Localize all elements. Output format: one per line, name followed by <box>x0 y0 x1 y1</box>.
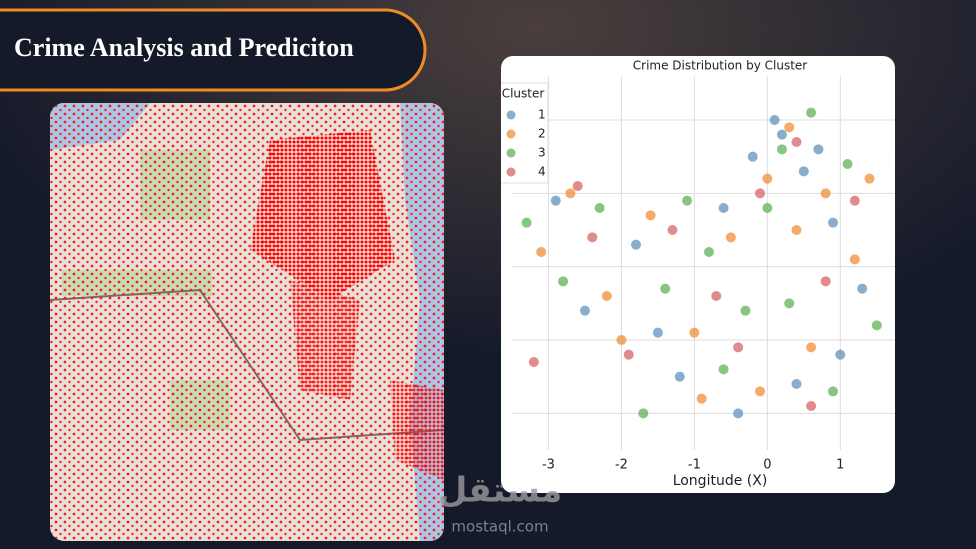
point <box>827 386 838 397</box>
x-tick-label: -1 <box>688 458 701 473</box>
point <box>849 195 860 206</box>
point <box>623 349 634 360</box>
point <box>776 129 787 140</box>
point <box>638 408 649 419</box>
legend-label: 2 <box>538 127 546 141</box>
slide-title: Crime Analysis and Prediciton <box>14 33 354 62</box>
point <box>791 225 802 235</box>
legend-title: Cluster <box>502 87 545 101</box>
point <box>813 144 824 155</box>
point <box>791 379 802 389</box>
point <box>820 188 831 199</box>
point <box>565 188 576 199</box>
chart-panel <box>501 56 895 493</box>
crime-map <box>50 103 444 541</box>
legend-marker <box>506 167 516 177</box>
point <box>711 291 722 301</box>
legend-label: 4 <box>538 165 546 179</box>
point <box>755 188 766 199</box>
point <box>755 386 766 397</box>
point <box>558 276 569 287</box>
point <box>594 203 605 213</box>
point <box>740 305 751 316</box>
point <box>798 166 809 177</box>
point <box>631 239 642 250</box>
point <box>733 408 744 419</box>
point <box>820 276 831 287</box>
legend-marker <box>506 129 516 139</box>
point <box>616 335 627 345</box>
point <box>747 151 758 162</box>
point <box>806 107 817 118</box>
point <box>674 371 685 382</box>
point <box>696 393 707 404</box>
point <box>769 115 780 125</box>
point <box>703 247 714 257</box>
point <box>806 342 817 353</box>
x-axis-label: Longitude (X) <box>673 473 768 489</box>
point <box>718 203 729 213</box>
point <box>842 159 853 169</box>
point <box>682 195 693 206</box>
point <box>791 137 802 147</box>
point <box>689 327 700 338</box>
legend-label: 3 <box>538 146 546 160</box>
legend-marker <box>506 148 516 158</box>
point <box>762 203 773 213</box>
point <box>528 357 539 367</box>
point <box>725 232 736 243</box>
point <box>521 217 532 228</box>
legend: Cluster 1 2 3 4 <box>501 82 549 184</box>
point <box>718 364 729 375</box>
point <box>835 349 846 360</box>
point <box>849 254 860 265</box>
point <box>776 144 787 155</box>
point <box>762 173 773 184</box>
scatter-chart: Crime Distribution by Cluster -3 -2 -1 0 1 Lon… <box>501 59 895 489</box>
point <box>667 225 678 235</box>
watermark-site: mostaql.com <box>451 518 548 536</box>
point <box>827 217 838 228</box>
title-banner <box>0 8 427 92</box>
point <box>550 195 561 206</box>
point <box>857 283 868 294</box>
point <box>645 210 656 221</box>
legend-label: 1 <box>538 108 546 122</box>
x-tick-label: 1 <box>836 458 844 473</box>
point <box>871 320 882 331</box>
point <box>733 342 744 353</box>
point <box>572 181 583 191</box>
point <box>601 291 612 301</box>
point <box>652 327 663 338</box>
x-tick-label: -3 <box>542 458 555 473</box>
point <box>587 232 598 243</box>
point <box>864 173 875 184</box>
point <box>536 247 547 257</box>
legend-marker <box>506 110 516 120</box>
point <box>784 298 795 309</box>
point <box>784 122 795 133</box>
x-tick-label: 0 <box>763 458 771 473</box>
point <box>806 401 817 411</box>
x-tick-label: -2 <box>615 458 628 473</box>
chart-title: Crime Distribution by Cluster <box>633 59 808 73</box>
point <box>579 305 590 316</box>
point <box>660 283 671 294</box>
watermark-arabic: مستقل <box>438 471 562 511</box>
